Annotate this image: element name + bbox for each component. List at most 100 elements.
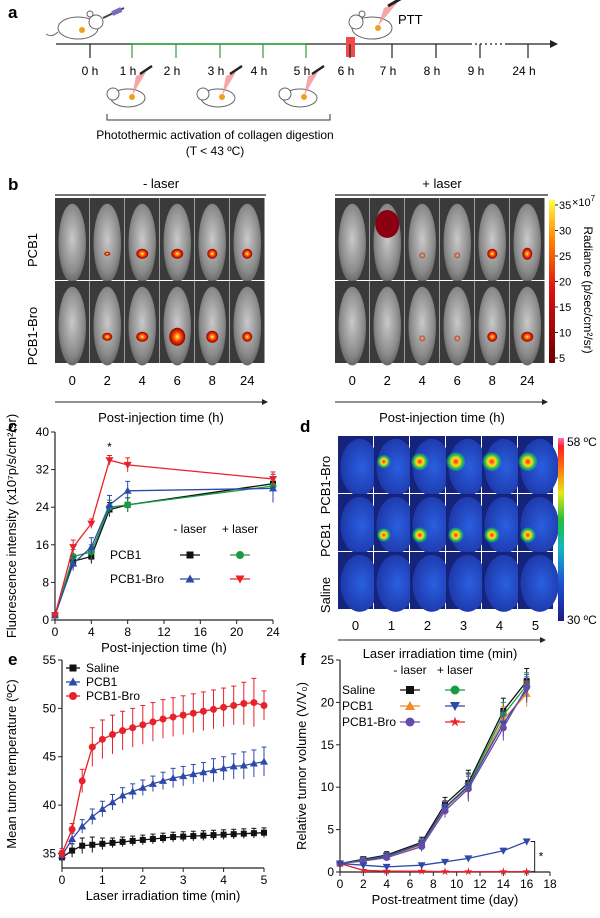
series-0 xyxy=(59,827,267,863)
temperature-colorbar xyxy=(558,438,564,621)
timeline-label-2: 2 h xyxy=(164,64,181,78)
panel-f: f 0 2 4 6 8 10 12 14 16 18 0 5 10 15 20 25 Post-treatmen… xyxy=(294,650,557,907)
fluorescence-spot xyxy=(242,331,253,342)
y-tick-label: 25 xyxy=(321,653,335,667)
data-point xyxy=(499,724,507,732)
d-time-tick: 1 xyxy=(388,618,395,633)
legend-marker xyxy=(69,664,77,672)
mouse-thermal-body xyxy=(376,496,415,554)
laser-pen-icon xyxy=(229,64,243,76)
data-point xyxy=(78,822,87,830)
timeline-label-7: 7 h xyxy=(380,64,397,78)
data-point xyxy=(180,833,187,840)
timeline-label-3: 3 h xyxy=(208,64,225,78)
data-point xyxy=(189,770,198,778)
y-tick-label: 55 xyxy=(43,653,57,667)
fluorescence-spot xyxy=(375,210,400,238)
series-2 xyxy=(58,677,268,859)
data-point xyxy=(109,730,116,738)
y-tick-label: 20 xyxy=(321,695,335,709)
small-mouse-laser-icon xyxy=(278,64,325,108)
d-time-tick: 0 xyxy=(352,618,359,633)
y-tick-label: 50 xyxy=(43,701,57,715)
data-point xyxy=(128,787,137,795)
x-tick-label: 12 xyxy=(157,625,171,639)
mouse-thermal-body xyxy=(448,554,487,612)
data-point xyxy=(239,761,248,769)
legend-label: PCB1 xyxy=(342,699,374,713)
data-point xyxy=(382,863,391,871)
data-point xyxy=(160,835,166,842)
x-axis-label: Post-injection time (h) xyxy=(101,640,227,655)
mouse-silhouette xyxy=(233,286,262,366)
mouse-silhouette xyxy=(58,203,87,283)
data-point xyxy=(149,718,157,726)
data-point xyxy=(522,867,531,876)
series-line xyxy=(54,487,274,616)
y-tick-label: 45 xyxy=(43,750,57,764)
data-point xyxy=(149,835,156,842)
mouse-thermal-body xyxy=(412,496,451,554)
fluorescence-spot xyxy=(136,248,149,259)
fluorescence-spot xyxy=(104,251,111,256)
activation-mice xyxy=(106,64,325,108)
y-tick-label: 8 xyxy=(42,575,49,589)
data-point xyxy=(69,847,76,854)
timeline-label-10: 24 h xyxy=(512,64,535,78)
mouse-silhouette xyxy=(408,286,437,366)
data-point xyxy=(69,559,78,567)
data-point xyxy=(522,838,531,846)
mouse-head xyxy=(106,87,120,101)
mouse-silhouette xyxy=(163,286,192,366)
data-point xyxy=(98,735,106,743)
hot-spot xyxy=(376,454,391,469)
row-label-pcb1: PCB1 xyxy=(25,233,40,267)
series-1 xyxy=(58,746,268,861)
thermal-image-grid xyxy=(338,436,559,612)
hot-spot xyxy=(481,451,502,472)
colorbar-bottom-label: 30 ºC xyxy=(567,613,597,627)
mouse-silhouette xyxy=(478,286,507,366)
data-point xyxy=(58,849,66,857)
data-point xyxy=(123,461,132,469)
legend-marker xyxy=(406,686,414,694)
data-point xyxy=(464,855,473,863)
x-tick-label: 20 xyxy=(230,625,244,639)
legend-marker xyxy=(69,692,77,700)
y-tick-label: 16 xyxy=(36,538,50,552)
colorbar-tick-label: 20 xyxy=(559,277,571,289)
data-point xyxy=(159,715,167,723)
data-point xyxy=(441,807,449,815)
bioluminescence-image-grid xyxy=(55,198,545,366)
panel-letter-b: b xyxy=(8,175,18,194)
legend-header-plus: + laser xyxy=(437,663,473,677)
data-point xyxy=(69,544,78,552)
timeline-ticks: 0 h 1 h 2 h 3 h 4 h 5 h 6 h 7 h 8 h 9 h 24 h xyxy=(82,44,536,78)
row-label-pcb1-bro: PCB1-Bro xyxy=(25,307,40,366)
b-time-tick: 2 xyxy=(104,373,111,388)
b-time-tick: 6 xyxy=(454,373,461,388)
series-2 xyxy=(51,473,277,619)
timeline-label-6: 6 h xyxy=(338,64,355,78)
colorbar-tick-label: 5 xyxy=(559,353,565,365)
tumor-dot xyxy=(129,94,135,100)
injected-mouse-icon xyxy=(45,7,125,40)
caption-line-2: (T < 43 ºC) xyxy=(186,144,245,158)
data-point xyxy=(79,842,86,849)
b-time-tick: 8 xyxy=(209,373,216,388)
legend-label: Saline xyxy=(342,683,376,697)
x-tick-label: 0 xyxy=(337,877,344,891)
d-time-tick: 4 xyxy=(496,618,503,633)
data-point xyxy=(109,839,116,846)
panel-letter-d: d xyxy=(300,417,310,436)
y-tick-label: 40 xyxy=(36,425,50,439)
data-point xyxy=(199,768,208,776)
x-tick-label: 14 xyxy=(497,877,511,891)
mouse-silhouette xyxy=(338,203,367,283)
data-point xyxy=(139,721,147,729)
d-row-label-pcb1: PCB1 xyxy=(318,523,333,557)
x-tick-label: 16 xyxy=(194,625,208,639)
timeline-label-9: 9 h xyxy=(468,64,485,78)
